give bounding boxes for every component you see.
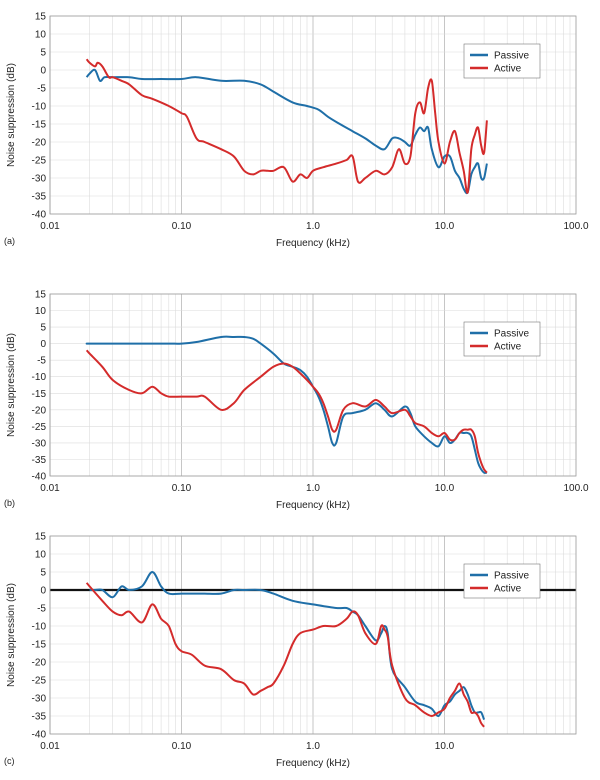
panel-c-y-tick-label: -5	[37, 604, 46, 615]
panel-c-x-ticks: 0.01 0.10 1.0 10.0	[40, 741, 454, 752]
panel-a-legend: Passive Active	[463, 43, 541, 79]
panel-b-series-active	[85, 349, 488, 474]
panel-b-y-tick-label: -30	[32, 438, 47, 449]
panel-c-x-tick-label: 1.0	[306, 741, 320, 752]
panel-b-x-tick-label: 0.01	[40, 483, 60, 494]
panel-b-y-axis-label: Noise suppression (dB)	[6, 333, 17, 437]
panel-c: 15 10 5 0 -5 -10 -15 -20 -25 -30 -35 -40 0.01 0.10 1.…	[4, 532, 577, 769]
panel-b-series	[85, 335, 488, 474]
panel-a-y-tick-label: 0	[40, 66, 46, 77]
panel-b-legend-active: Active	[494, 342, 522, 353]
panel-c-y-tick-label: 15	[35, 532, 47, 543]
panel-b-x-ticks: 0.01 0.10 1.0 10.0 100.0	[40, 483, 589, 494]
panel-c-y-tick-label: 5	[40, 568, 46, 579]
panel-a-x-axis-label: Frequency (kHz)	[276, 238, 350, 249]
panel-c-y-ticks: 15 10 5 0 -5 -10 -15 -20 -25 -30 -35 -40	[32, 532, 47, 741]
panel-a-label: (a)	[4, 236, 15, 246]
panel-b: 15 10 5 0 -5 -10 -15 -20 -25 -30 -35 -40 0.01 0.10 1.…	[4, 290, 589, 512]
panel-c-y-axis-label: Noise suppression (dB)	[6, 583, 17, 687]
panel-a-frame	[49, 15, 577, 215]
panel-c-y-tick-label: -20	[32, 658, 47, 669]
panel-c-label: (c)	[4, 756, 15, 766]
panel-a-y-tick-label: -5	[37, 84, 46, 95]
panel-a-legend-box	[463, 43, 541, 79]
panel-a-x-tick-label: 1.0	[306, 221, 320, 232]
panel-a-x-ticks: 0.01 0.10 1.0 10.0 100.0	[40, 221, 589, 232]
panel-c-x-tick-label: 0.01	[40, 741, 60, 752]
panel-c-y-tick-label: -15	[32, 640, 47, 651]
panel-b-y-tick-label: -35	[32, 455, 47, 466]
panel-a-series-active	[85, 58, 488, 194]
panel-b-legend-box	[463, 321, 541, 357]
panel-a-legend-active: Active	[494, 64, 522, 75]
panel-c-legend-box	[463, 563, 541, 599]
panel-a-y-ticks: 15 10 5 0 -5 -10 -15 -20 -25 -30 -35 -40	[32, 12, 47, 221]
panel-c-x-axis-label: Frequency (kHz)	[276, 758, 350, 769]
panel-b-y-tick-label: 5	[40, 323, 46, 334]
panel-b-y-tick-label: -5	[37, 356, 46, 367]
panel-b-x-tick-label: 1.0	[306, 483, 320, 494]
panel-c-y-tick-label: -25	[32, 676, 47, 687]
panel-c-y-tick-label: 10	[35, 550, 47, 561]
panel-c-y-tick-label: -30	[32, 694, 47, 705]
panel-c-y-tick-label: -35	[32, 712, 47, 723]
panel-b-y-ticks: 15 10 5 0 -5 -10 -15 -20 -25 -30 -35 -40	[32, 290, 47, 483]
panel-a-x-tick-label: 100.0	[563, 221, 588, 232]
panel-b-y-tick-label: 15	[35, 290, 47, 301]
panel-c-legend-passive: Passive	[494, 571, 529, 582]
panel-b-y-tick-label: -40	[32, 472, 47, 483]
panel-b-frame	[49, 293, 577, 477]
panel-c-series	[85, 571, 486, 728]
panel-a-y-tick-label: 15	[35, 12, 47, 23]
panel-c-x-tick-label: 10.0	[435, 741, 455, 752]
panel-b-x-tick-label: 10.0	[435, 483, 455, 494]
panel-a-x-tick-label: 10.0	[435, 221, 455, 232]
panel-a-y-tick-label: -35	[32, 192, 47, 203]
panel-b-y-tick-label: 10	[35, 306, 47, 317]
panel-b-x-tick-label: 100.0	[563, 483, 588, 494]
panel-b-legend-passive: Passive	[494, 329, 529, 340]
panel-c-legend-active: Active	[494, 584, 522, 595]
panel-c-y-tick-label: -40	[32, 730, 47, 741]
panel-c-frame	[49, 535, 577, 735]
panel-a-y-tick-label: -20	[32, 138, 47, 149]
panel-a-y-tick-label: -10	[32, 102, 47, 113]
panel-a-series	[85, 58, 488, 195]
panel-b-y-tick-label: 0	[40, 339, 46, 350]
panel-b-x-axis-label: Frequency (kHz)	[276, 500, 350, 511]
panel-b-y-tick-label: -10	[32, 372, 47, 383]
panel-b-y-tick-label: -20	[32, 405, 47, 416]
panel-b-y-tick-label: -15	[32, 389, 47, 400]
panel-a-x-tick-label: 0.01	[40, 221, 60, 232]
panel-a-series-passive	[85, 68, 488, 195]
panel-c-x-tick-label: 0.10	[172, 741, 192, 752]
panel-c-legend: Passive Active	[463, 563, 541, 599]
panel-b-legend: Passive Active	[463, 321, 541, 357]
panel-c-y-tick-label: 0	[40, 586, 46, 597]
panel-a-y-tick-label: -30	[32, 174, 47, 185]
panel-a-y-tick-label: -15	[32, 120, 47, 131]
panel-a-legend-passive: Passive	[494, 51, 529, 62]
panel-a-y-tick-label: 5	[40, 48, 46, 59]
panel-b-y-tick-label: -25	[32, 422, 47, 433]
panel-c-y-tick-label: -10	[32, 622, 47, 633]
panel-a-y-tick-label: -40	[32, 210, 47, 221]
panel-a-x-tick-label: 0.10	[172, 221, 192, 232]
panel-b-label: (b)	[4, 498, 15, 508]
panel-a-y-axis-label: Noise suppression (dB)	[6, 63, 17, 167]
panel-a-y-tick-label: 10	[35, 30, 47, 41]
panel-b-x-tick-label: 0.10	[172, 483, 192, 494]
panel-a-y-tick-label: -25	[32, 156, 47, 167]
panel-a: 15 10 5 0 -5 -10 -15 -20 -25 -30 -35 -40 0.01 0.10 1.…	[4, 12, 589, 250]
panel-c-series-active	[85, 582, 485, 728]
